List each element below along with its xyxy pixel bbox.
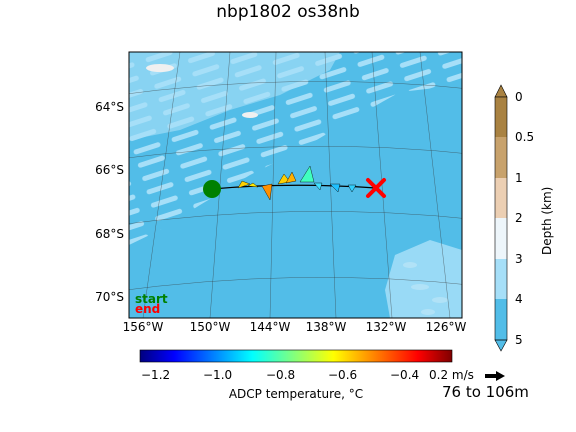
- gridline-lon: [324, 52, 337, 318]
- legend-end: end: [135, 302, 161, 316]
- land-patch: [242, 112, 258, 118]
- vector-scale-label: 0.2 m/s: [429, 368, 474, 382]
- gridline-lon: [142, 52, 181, 318]
- temperature-colorbar: [139, 349, 453, 363]
- depth-tick-label: 5: [515, 333, 523, 347]
- adcp-vectors: [237, 165, 357, 201]
- map-area: [129, 52, 462, 318]
- colorbar-extend-top: [494, 84, 508, 98]
- colorbar-segment: [495, 178, 507, 218]
- scale-arrow: [485, 371, 505, 381]
- lon-tick-label: 132°W: [365, 320, 407, 334]
- temp-tick-label: −1.0: [203, 368, 233, 382]
- lon-tick-label: 150°W: [189, 320, 231, 334]
- lon-tick-label: 138°W: [305, 320, 347, 334]
- ship-track: [211, 184, 377, 190]
- depth-tick-label: 4: [515, 292, 523, 306]
- lat-tick-label: 70°S: [95, 290, 124, 304]
- depth-colorbar: [494, 84, 508, 352]
- lon-tick-label: 144°W: [249, 320, 291, 334]
- temp-tick-label: −1.2: [141, 368, 171, 382]
- lat-tick-label: 66°S: [95, 163, 124, 177]
- plot-title: nbp1802 os38nb: [216, 2, 360, 22]
- colorbar-segment: [495, 97, 507, 137]
- velocity-vector: [247, 182, 259, 188]
- gridline-lon: [419, 52, 451, 318]
- velocity-vector: [261, 183, 273, 201]
- velocity-vector: [329, 183, 341, 193]
- temp-tick-label: −0.6: [328, 368, 358, 382]
- gridline-lat: [129, 277, 462, 290]
- shallow-region: [385, 240, 462, 318]
- colorbar-extend-bottom: [494, 339, 508, 352]
- depth-tick-label: 3: [515, 252, 523, 266]
- velocity-vector: [299, 165, 315, 183]
- velocity-vector: [313, 182, 323, 191]
- depth-colorbar-label: Depth (km): [540, 186, 554, 255]
- temp-tick-label: −0.8: [266, 368, 296, 382]
- depth-tick-label: 2: [515, 211, 523, 225]
- shallow-region: [129, 52, 340, 140]
- depth-range-label: 76 to 106m: [442, 383, 529, 401]
- colorbar-segment: [495, 259, 507, 299]
- map-frame: [128, 51, 463, 319]
- gridline-lat: [129, 81, 462, 94]
- lat-tick-label: 64°S: [95, 100, 124, 114]
- velocity-vector: [347, 184, 357, 193]
- depth-tick-label: 0.5: [515, 130, 535, 144]
- colorbar-segment: [495, 137, 507, 178]
- gridline-lat: [129, 211, 462, 224]
- temp-colorbar-label: ADCP temperature, °C: [228, 387, 364, 401]
- lon-tick-label: 126°W: [425, 320, 467, 334]
- legend-start: start: [135, 292, 168, 306]
- colorbar-segment: [495, 299, 507, 340]
- lon-tick-label: 156°W: [122, 320, 164, 334]
- gridline-lon: [371, 52, 393, 318]
- colorbar-segment: [495, 218, 507, 259]
- velocity-vector: [285, 171, 297, 184]
- lat-tick-label: 68°S: [95, 227, 124, 241]
- gridline-lat: [129, 145, 462, 158]
- temp-tick-label: −0.4: [390, 368, 420, 382]
- depth-tick-label: 0: [515, 90, 523, 104]
- velocity-vector: [237, 180, 251, 189]
- depth-tick-label: 1: [515, 171, 523, 185]
- end-marker: [366, 178, 386, 198]
- start-marker: [203, 180, 221, 198]
- land-patch: [146, 64, 174, 72]
